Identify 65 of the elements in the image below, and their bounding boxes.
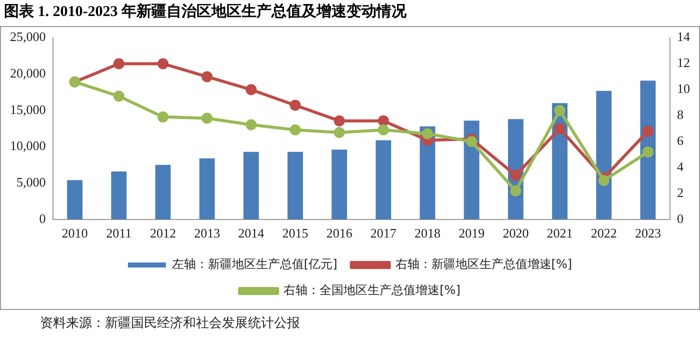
point xyxy=(246,84,257,96)
chart-title: 图表 1. 2010-2023 年新疆自治区地区生产总值及增速变动情况 xyxy=(4,2,406,21)
point xyxy=(554,123,566,134)
point xyxy=(334,115,345,126)
bar xyxy=(155,164,171,220)
x-tick-label: 2014 xyxy=(238,226,265,241)
x-tick-label: 2011 xyxy=(106,226,132,241)
bar xyxy=(376,140,392,220)
point xyxy=(113,58,124,70)
x-tick-label: 2022 xyxy=(590,226,617,241)
point xyxy=(554,104,566,116)
bar xyxy=(67,180,83,220)
legend-label: 左轴：新疆地区生产总值[亿元] xyxy=(172,257,338,272)
y2-tick-label: 6 xyxy=(677,132,684,148)
y2-tick-label: 14 xyxy=(677,29,690,44)
point xyxy=(510,185,522,196)
y2-tick-label: 8 xyxy=(677,107,684,122)
y2-tick-label: 2 xyxy=(677,184,684,200)
point xyxy=(113,90,124,102)
point xyxy=(378,115,389,126)
x-tick-label: 2012 xyxy=(150,226,176,241)
point xyxy=(334,126,345,138)
point xyxy=(642,126,654,137)
y2-tick-label: 0 xyxy=(677,210,684,226)
point xyxy=(598,174,610,186)
x-tick-label: 2010 xyxy=(62,226,88,241)
y-tick-label: 20,000 xyxy=(10,66,46,81)
bar xyxy=(111,171,127,220)
bar xyxy=(332,150,348,220)
x-tick-label: 2017 xyxy=(370,226,397,241)
x-tick-label: 2018 xyxy=(414,226,441,241)
bar xyxy=(243,152,259,220)
legend-label: 右轴：新疆地区生产总值增速[%] xyxy=(395,257,572,272)
y-tick-label: 0 xyxy=(39,210,46,226)
point xyxy=(642,146,654,158)
point xyxy=(378,124,389,136)
x-tick-label: 2020 xyxy=(502,226,529,241)
point xyxy=(290,100,301,111)
point xyxy=(202,71,213,82)
y-tick-label: 10,000 xyxy=(10,138,46,154)
point xyxy=(422,128,434,140)
y2-tick-label: 4 xyxy=(677,158,684,174)
y2-tick-label: 10 xyxy=(677,81,690,96)
point xyxy=(157,58,168,70)
legend-label: 右轴：全国地区生产总值增速[%] xyxy=(284,283,460,298)
point xyxy=(510,170,522,181)
point xyxy=(290,124,301,136)
point xyxy=(157,111,168,122)
x-tick-label: 2019 xyxy=(458,226,485,241)
text: 资料来源：新疆国民经济和社会发展统计公报 xyxy=(40,314,300,332)
point xyxy=(202,112,213,124)
x-tick-label: 2013 xyxy=(194,226,220,241)
bar xyxy=(596,90,612,220)
point xyxy=(466,136,478,148)
x-tick-label: 2023 xyxy=(634,226,661,241)
x-tick-label: 2021 xyxy=(546,226,573,241)
y-tick-label: 5,000 xyxy=(16,174,46,190)
y-tick-label: 15,000 xyxy=(10,102,46,117)
x-tick-label: 2015 xyxy=(282,226,308,241)
point xyxy=(246,119,257,130)
y2-tick-label: 12 xyxy=(677,55,690,70)
bar xyxy=(199,158,215,220)
x-tick-label: 2016 xyxy=(326,226,353,241)
y-tick-label: 25,000 xyxy=(10,29,46,44)
bar xyxy=(288,152,303,220)
